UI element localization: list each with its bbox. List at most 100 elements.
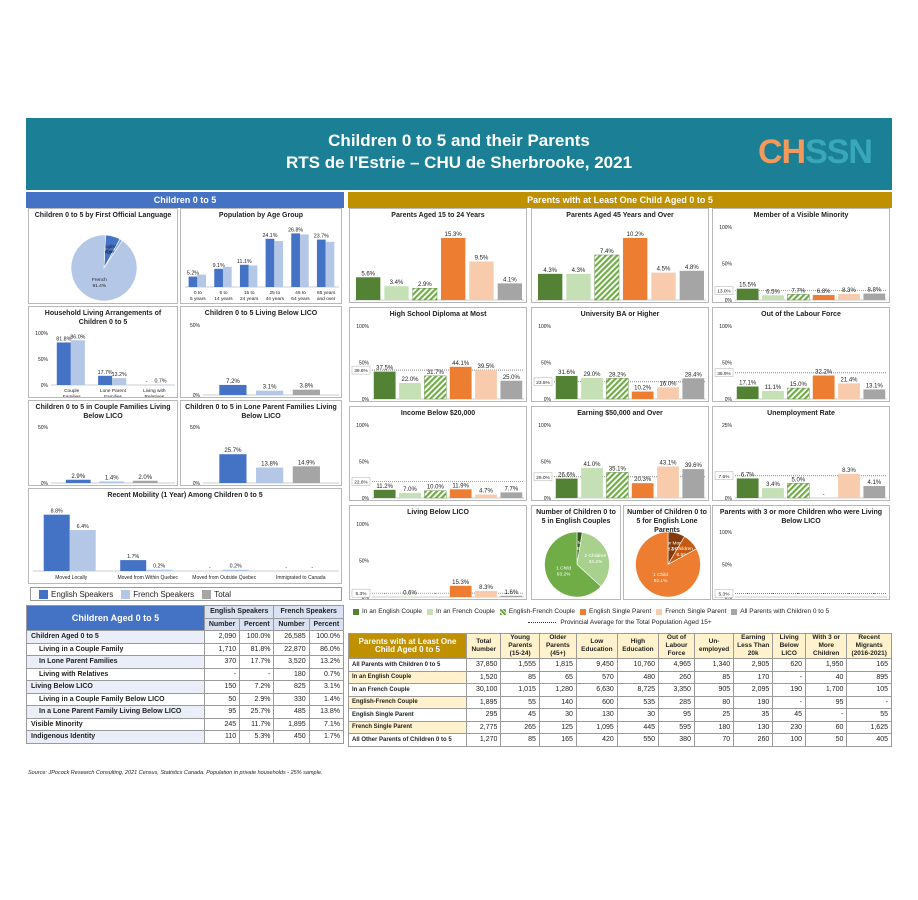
y-tick: 50% xyxy=(359,460,370,466)
bar-label: 15.0% xyxy=(790,382,808,388)
legend-swatch-tot xyxy=(202,589,212,599)
chart-panel-plico: Living Below LICO 100% 50% 0% 5.3% -0.6% -15.3… xyxy=(349,505,527,600)
bar xyxy=(787,387,810,400)
chart-title: Number of Children 0 to 5 in English Cou… xyxy=(536,509,616,525)
bar xyxy=(214,268,223,287)
bar xyxy=(222,569,249,571)
bar-label: - xyxy=(823,591,825,597)
bar xyxy=(475,590,497,597)
chart-svg-hs: 100% 50% 0% 39.6% 37.5% 22.0% 31.7% 44.1% 39.5% 2… xyxy=(351,324,524,402)
bar xyxy=(69,530,96,571)
bar xyxy=(449,489,472,498)
bar-label: 0.7% xyxy=(154,379,166,385)
avg-label: 23.5% xyxy=(536,380,550,386)
table-row: Indigenous Identity 110 5.3% 450 1.7% xyxy=(26,730,345,744)
bar xyxy=(581,468,603,498)
bar-label: 7.2% xyxy=(226,379,240,385)
bar xyxy=(838,383,860,399)
table-row: French Single Parent 2,775 265 125 1,095 445 5… xyxy=(348,720,892,734)
avg-label: 35.9% xyxy=(717,371,731,377)
chart-svg-mobility: 8.8% 6.4% Moved Locally 1.7% 0.2% Moved from … xyxy=(33,509,339,581)
table-row: In a Lone Parent Family Living Below LIC… xyxy=(26,705,345,719)
bar xyxy=(787,483,810,499)
avg-label: 13.0% xyxy=(717,289,731,295)
pie-label: 2.6% xyxy=(573,546,585,552)
avg-label: 5.3% xyxy=(719,592,731,598)
chart-title: Parents with 3 or more Children who were… xyxy=(719,509,883,525)
bar-label: 2.9% xyxy=(71,474,85,480)
bar-label: - xyxy=(384,591,386,597)
x-tick: 65 years xyxy=(317,290,336,296)
chart-svg-olf: 100% 50% 0% 35.9% 17.1% 11.1% 15.0% 32.2% 21.4% 1… xyxy=(714,324,887,401)
chart-panel-mobility: Recent Mobility (1 Year) Among Children … xyxy=(28,488,342,584)
bar xyxy=(762,488,784,498)
bar xyxy=(265,238,275,287)
bar xyxy=(43,514,70,571)
bar-label: - xyxy=(873,591,875,597)
chart-title: Number of Children 0 to 5 for English Lo… xyxy=(627,509,707,534)
bar-label: 35.1% xyxy=(609,466,627,472)
bar xyxy=(222,266,232,287)
page-subtitle: RTS de l'Estrie – CHU de Sherbrooke, 202… xyxy=(285,153,633,172)
chart-panel-p45: Parents Aged 45 Years and Over 4.3% 4.3% 7.… xyxy=(531,208,709,303)
avg-label: 39.6% xyxy=(354,368,368,374)
avg-label: 7.6% xyxy=(719,474,731,480)
table-row: Visible Minority 245 11.7% 1,895 7.1% xyxy=(26,717,345,731)
x-tick: Moved from Outside Quebec xyxy=(192,575,256,581)
chart-title: Parents Aged 45 Years and Over xyxy=(566,212,674,219)
chssn-logo: CHSSN xyxy=(757,133,873,171)
bar-label: 10.2% xyxy=(627,232,645,238)
bar xyxy=(475,494,497,498)
bar-label: 23.7% xyxy=(314,234,329,240)
bar xyxy=(412,288,438,301)
bar xyxy=(373,489,396,498)
y-tick: 0% xyxy=(362,397,370,402)
bar-label: 22.0% xyxy=(401,377,419,383)
bar-label: 26.8% xyxy=(288,227,303,233)
chart-panel-inc50: Earning $50,000 and Over 100% 50% 0% 29.0% 26… xyxy=(531,406,709,501)
bar xyxy=(70,340,85,385)
bar xyxy=(292,466,320,483)
bar xyxy=(657,466,679,498)
bar-label: 10.2% xyxy=(634,386,652,392)
bar xyxy=(863,389,886,399)
bar xyxy=(65,479,91,483)
chart-svg-p45: 4.3% 4.3% 7.4% 10.2% 4.5% 4.8% xyxy=(536,232,706,301)
bar-label: 1.7% xyxy=(127,554,139,560)
chart-title: Children 0 to 5 by First Official Langua… xyxy=(34,212,172,219)
bar-label: 4.8% xyxy=(685,265,699,271)
bar xyxy=(424,490,447,499)
bar xyxy=(838,293,860,300)
y-tick: 100% xyxy=(35,331,48,337)
avg-label: 29.0% xyxy=(536,475,550,481)
chart-svg-vm: 100% 50% 0% 13.0% 15.5% 6.5% 7.7% 6.8% 8.3% 8.8% xyxy=(714,225,887,302)
chart-panel-vm: Member of a Visible Minority 100% 50% 0% 13.… xyxy=(712,208,890,303)
bar-label: 31.6% xyxy=(558,370,576,376)
bar-label: 11.1% xyxy=(237,259,252,265)
bar xyxy=(736,288,759,300)
bar xyxy=(682,469,705,498)
bar xyxy=(248,265,258,287)
y-tick: 50% xyxy=(190,425,201,431)
table-row: In an English Couple 1,520 85 65 570 480 260 85… xyxy=(348,670,892,684)
bar-label: 5.2% xyxy=(187,271,199,277)
y-tick: 50% xyxy=(190,323,201,329)
pie-slice xyxy=(544,531,602,598)
pie-label: 1 Child xyxy=(653,572,668,578)
bar-label: 9.1% xyxy=(213,263,225,269)
bar-label: 0.2% xyxy=(230,564,242,570)
bar-label: 4.5% xyxy=(657,267,671,273)
x-tick: Couple xyxy=(64,388,80,394)
chart-title: Children 0 to 5 Living Below LICO xyxy=(204,310,318,317)
chart-panel-piec: Number of Children 0 to 5 in English Cou… xyxy=(531,505,621,600)
bar xyxy=(256,467,284,483)
bar-label: 7.7% xyxy=(791,288,805,294)
bar-label: 25.0% xyxy=(503,375,521,381)
y-tick: 25% xyxy=(722,423,733,429)
bar xyxy=(682,378,705,399)
pie-label: 1 Child xyxy=(556,565,571,571)
bar-label: 5.0% xyxy=(791,477,805,483)
right-legend: In an English Couple In an French Couple… xyxy=(350,606,890,628)
bar xyxy=(219,384,247,395)
